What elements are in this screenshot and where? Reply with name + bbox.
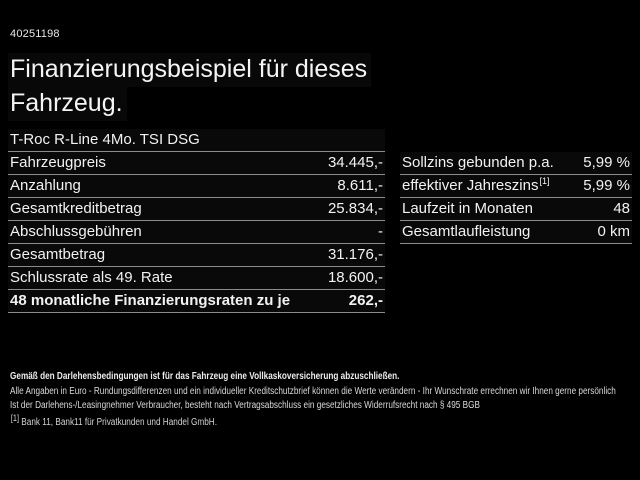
row-value: 5,99 %: [583, 154, 630, 171]
row-label: Sollzins gebunden p.a.: [402, 154, 554, 171]
bank-footnote-text: Bank 11, Bank11 für Privatkunden und Han…: [19, 417, 218, 428]
table-row-sollzins: Sollzins gebunden p.a. 5,99 %: [400, 152, 632, 175]
table-row-anzahlung: Anzahlung 8.611,-: [8, 175, 385, 198]
conditions-table: Sollzins gebunden p.a. 5,99 % effektiver…: [400, 152, 632, 244]
page-title-line-1: Finanzierungsbeispiel für dieses: [8, 53, 371, 87]
row-value: 48: [613, 200, 630, 217]
row-label: Gesamtbetrag: [10, 246, 106, 263]
row-label: Schlussrate als 49. Rate: [10, 269, 173, 286]
row-label: Gesamtlaufleistung: [402, 223, 531, 240]
finance-table: T-Roc R-Line 4Mo. TSI DSG Fahrzeugpreis …: [8, 129, 385, 313]
row-label: Gesamtkreditbetrag: [10, 200, 142, 217]
table-row-gesamtkreditbetrag: Gesamtkreditbetrag 25.834,-: [8, 198, 385, 221]
disclaimer-line-2: Ist der Darlehens-/Leasingnehmer Verbrau…: [10, 400, 480, 411]
row-value: 5,99 %: [583, 177, 630, 194]
row-value: 0 km: [597, 223, 630, 240]
table-row-fahrzeugpreis: Fahrzeugpreis 34.445,-: [8, 152, 385, 175]
table-row-abschlussgebuehren: Abschlussgebühren -: [8, 221, 385, 244]
row-label: effektiver Jahreszins[1]: [400, 175, 549, 197]
row-label: Abschlussgebühren: [10, 223, 142, 240]
vehicle-model-header: T-Roc R-Line 4Mo. TSI DSG: [8, 129, 385, 152]
table-row-gesamtbetrag: Gesamtbetrag 31.176,-: [8, 244, 385, 267]
page-title: Finanzierungsbeispiel für dieses Fahrzeu…: [8, 53, 371, 121]
footnote-marker: [1]: [10, 412, 20, 423]
disclaimer-line-1: Alle Angaben in Euro - Rundungsdifferenz…: [10, 386, 616, 397]
row-label: Fahrzeugpreis: [10, 154, 106, 171]
row-value: 25.834,-: [327, 200, 383, 217]
table-row-effektiver-jahreszins: effektiver Jahreszins[1] 5,99 %: [400, 175, 632, 198]
table-row-gesamtlaufleistung: Gesamtlaufleistung 0 km: [400, 221, 632, 244]
row-label: Anzahlung: [10, 177, 81, 194]
page-title-line-2: Fahrzeug.: [8, 87, 127, 121]
footnote-marker: [1]: [539, 176, 550, 186]
table-row-laufzeit: Laufzeit in Monaten 48: [400, 198, 632, 221]
row-value: -: [378, 223, 383, 240]
row-value: 31.176,-: [327, 246, 383, 263]
row-value: 8.611,-: [337, 177, 383, 194]
row-value: 34.445,-: [327, 154, 383, 171]
table-row-schlussrate: Schlussrate als 49. Rate 18.600,-: [8, 267, 385, 290]
row-label: 48 monatliche Finanzierungsraten zu je: [10, 292, 291, 309]
row-label-text: effektiver Jahreszins: [402, 177, 539, 194]
vehicle-listing-id: 40251198: [10, 28, 60, 40]
insurance-note: Gemäß den Darlehensbedingungen ist für d…: [10, 371, 400, 382]
row-label: Laufzeit in Monaten: [402, 200, 533, 217]
bank-footnote: [1] Bank 11, Bank11 für Privatkunden und…: [10, 413, 218, 428]
row-value: 262,-: [348, 292, 383, 309]
table-row-monatsrate: 48 monatliche Finanzierungsraten zu je 2…: [8, 290, 385, 313]
row-value: 18.600,-: [327, 269, 383, 286]
